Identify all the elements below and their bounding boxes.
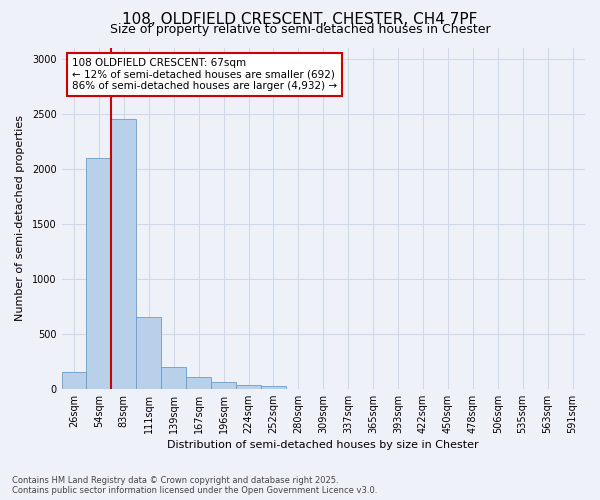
Bar xyxy=(136,317,161,388)
Bar xyxy=(62,372,86,388)
Bar xyxy=(211,382,236,388)
Bar xyxy=(112,119,136,388)
Bar xyxy=(261,386,286,388)
Bar xyxy=(161,366,186,388)
Text: Contains HM Land Registry data © Crown copyright and database right 2025.
Contai: Contains HM Land Registry data © Crown c… xyxy=(12,476,377,495)
Text: Size of property relative to semi-detached houses in Chester: Size of property relative to semi-detach… xyxy=(110,22,490,36)
Bar xyxy=(86,158,112,388)
Bar xyxy=(236,386,261,388)
Y-axis label: Number of semi-detached properties: Number of semi-detached properties xyxy=(15,115,25,321)
Text: 108 OLDFIELD CRESCENT: 67sqm
← 12% of semi-detached houses are smaller (692)
86%: 108 OLDFIELD CRESCENT: 67sqm ← 12% of se… xyxy=(72,58,337,91)
Bar xyxy=(186,377,211,388)
X-axis label: Distribution of semi-detached houses by size in Chester: Distribution of semi-detached houses by … xyxy=(167,440,479,450)
Text: 108, OLDFIELD CRESCENT, CHESTER, CH4 7PF: 108, OLDFIELD CRESCENT, CHESTER, CH4 7PF xyxy=(122,12,478,28)
